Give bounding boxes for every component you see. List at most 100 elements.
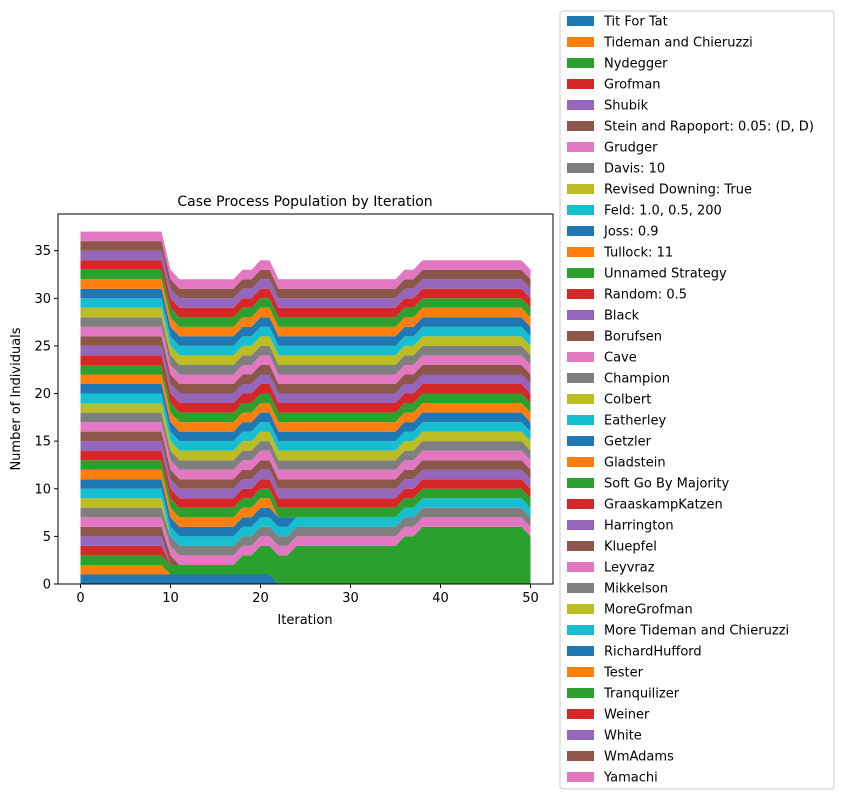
area-series-6 (80, 517, 531, 565)
area-series-1 (80, 564, 531, 584)
legend-swatch (567, 310, 594, 320)
area-series-20 (80, 384, 531, 442)
area-series-18 (80, 403, 531, 461)
legend-entry-label: Harrington (604, 519, 674, 534)
legend-swatch (567, 541, 594, 551)
legend-entry-label: Champion (604, 372, 670, 387)
area-series-14 (80, 441, 531, 499)
legend-swatch (567, 352, 594, 362)
legend-entry-label: Tideman and Chieruzzi (603, 36, 753, 51)
area-series-22 (80, 364, 531, 423)
legend-swatch (567, 268, 594, 278)
y-tick-label: 15 (34, 435, 51, 450)
legend-entry-label: Stein and Rapoport: 0.05: (D, D) (604, 120, 814, 135)
legend-entry-label: Grofman (604, 78, 661, 93)
legend-swatch (567, 247, 594, 257)
y-tick-label: 30 (34, 292, 51, 307)
legend-swatch (567, 415, 594, 425)
area-series-33 (80, 260, 531, 318)
legend-swatch (567, 520, 594, 530)
area-series-5 (80, 526, 531, 565)
plot-frame (57, 213, 554, 585)
legend-entry-label: Kluepfel (604, 540, 657, 555)
legend-swatch (567, 562, 594, 572)
legend-swatch (567, 751, 594, 761)
legend-swatch (567, 163, 594, 173)
area-series-24 (80, 345, 531, 404)
y-axis: 0 5 10 15 20 25 30 35 (34, 244, 58, 593)
legend-swatch (567, 100, 594, 110)
area-series-11 (80, 469, 531, 527)
legend-entry-label: GraaskampKatzen (604, 498, 723, 513)
area-series-10 (80, 479, 531, 537)
y-tick-label: 0 (43, 578, 51, 593)
legend-entry-label: Feld: 1.0, 0.5, 200 (604, 204, 722, 219)
x-tick-label: 50 (522, 591, 539, 606)
legend-swatch (567, 16, 594, 26)
legend-swatch (567, 646, 594, 656)
area-series-12 (80, 460, 531, 518)
legend-entry-label: Revised Downing: True (604, 183, 752, 198)
legend-entry-label: Getzler (604, 435, 652, 450)
legend-swatch (567, 730, 594, 740)
legend-entry-label: Borufsen (604, 330, 662, 345)
legend-entry-label: WmAdams (604, 750, 674, 765)
area-series-17 (80, 412, 531, 470)
legend-entry-label: MoreGrofman (604, 603, 693, 618)
area-series-21 (80, 374, 531, 432)
area-series-2 (80, 526, 531, 584)
legend-swatch (567, 499, 594, 509)
legend-swatch (567, 58, 594, 68)
y-tick-label: 10 (34, 482, 51, 497)
legend-swatch (567, 184, 594, 194)
legend-entry-label: Cave (604, 351, 637, 366)
legend-swatch (567, 289, 594, 299)
x-tick-label: 20 (252, 591, 269, 606)
x-axis: 0 10 20 30 40 50 (76, 584, 539, 606)
legend-swatch (567, 436, 594, 446)
legend-swatch (567, 226, 594, 236)
legend-swatch (567, 478, 594, 488)
legend-entry-label: Black (604, 309, 640, 324)
legend-entry-label: Tit For Tat (603, 15, 668, 30)
y-tick-label: 20 (34, 387, 51, 402)
area-series-7 (80, 507, 531, 556)
area-series-26 (80, 326, 531, 384)
legend-entry-label: Tullock: 11 (603, 246, 673, 261)
legend-entry-label: More Tideman and Chieruzzi (604, 624, 789, 639)
area-series-16 (80, 422, 531, 480)
area-series-30 (80, 288, 531, 346)
legend-entry-label: Joss: 0.9 (603, 225, 659, 240)
legend-entry-label: Gladstein (604, 456, 666, 471)
legend-entry-label: RichardHufford (604, 645, 702, 660)
legend-swatch (567, 625, 594, 635)
y-tick-label: 35 (34, 244, 51, 259)
legend-swatch (567, 331, 594, 341)
legend-swatch (567, 121, 594, 131)
legend-swatch (567, 457, 594, 467)
legend-entry-label: Leyvraz (604, 561, 655, 576)
x-tick-label: 10 (162, 591, 179, 606)
legend-entry-label: Eatherley (604, 414, 666, 429)
legend-entry-label: Tranquilizer (603, 687, 680, 702)
legend-entry-label: Unnamed Strategy (604, 267, 727, 282)
area-series-32 (80, 269, 531, 327)
x-axis-label: Iteration (277, 613, 332, 628)
legend-entry-label: Shubik (604, 99, 649, 114)
legend-entry-label: Grudger (604, 141, 658, 156)
legend-entry-label: Nydegger (604, 57, 668, 72)
area-series-35 (80, 241, 531, 299)
chart-title: Case Process Population by Iteration (177, 194, 432, 210)
y-axis-label: Number of Individuals (9, 327, 24, 470)
legend-swatch (567, 79, 594, 89)
area-series-25 (80, 336, 531, 394)
legend-entry-label: Davis: 10 (604, 162, 665, 177)
legend-swatch (567, 142, 594, 152)
legend: Tit For Tat Tideman and Chieruzzi Nydegger… (559, 10, 835, 790)
area-series-19 (80, 393, 531, 451)
x-tick-label: 30 (342, 591, 359, 606)
area-series-27 (80, 317, 531, 375)
legend-swatch (567, 772, 594, 782)
legend-entry-label: Random: 0.5 (604, 288, 687, 303)
